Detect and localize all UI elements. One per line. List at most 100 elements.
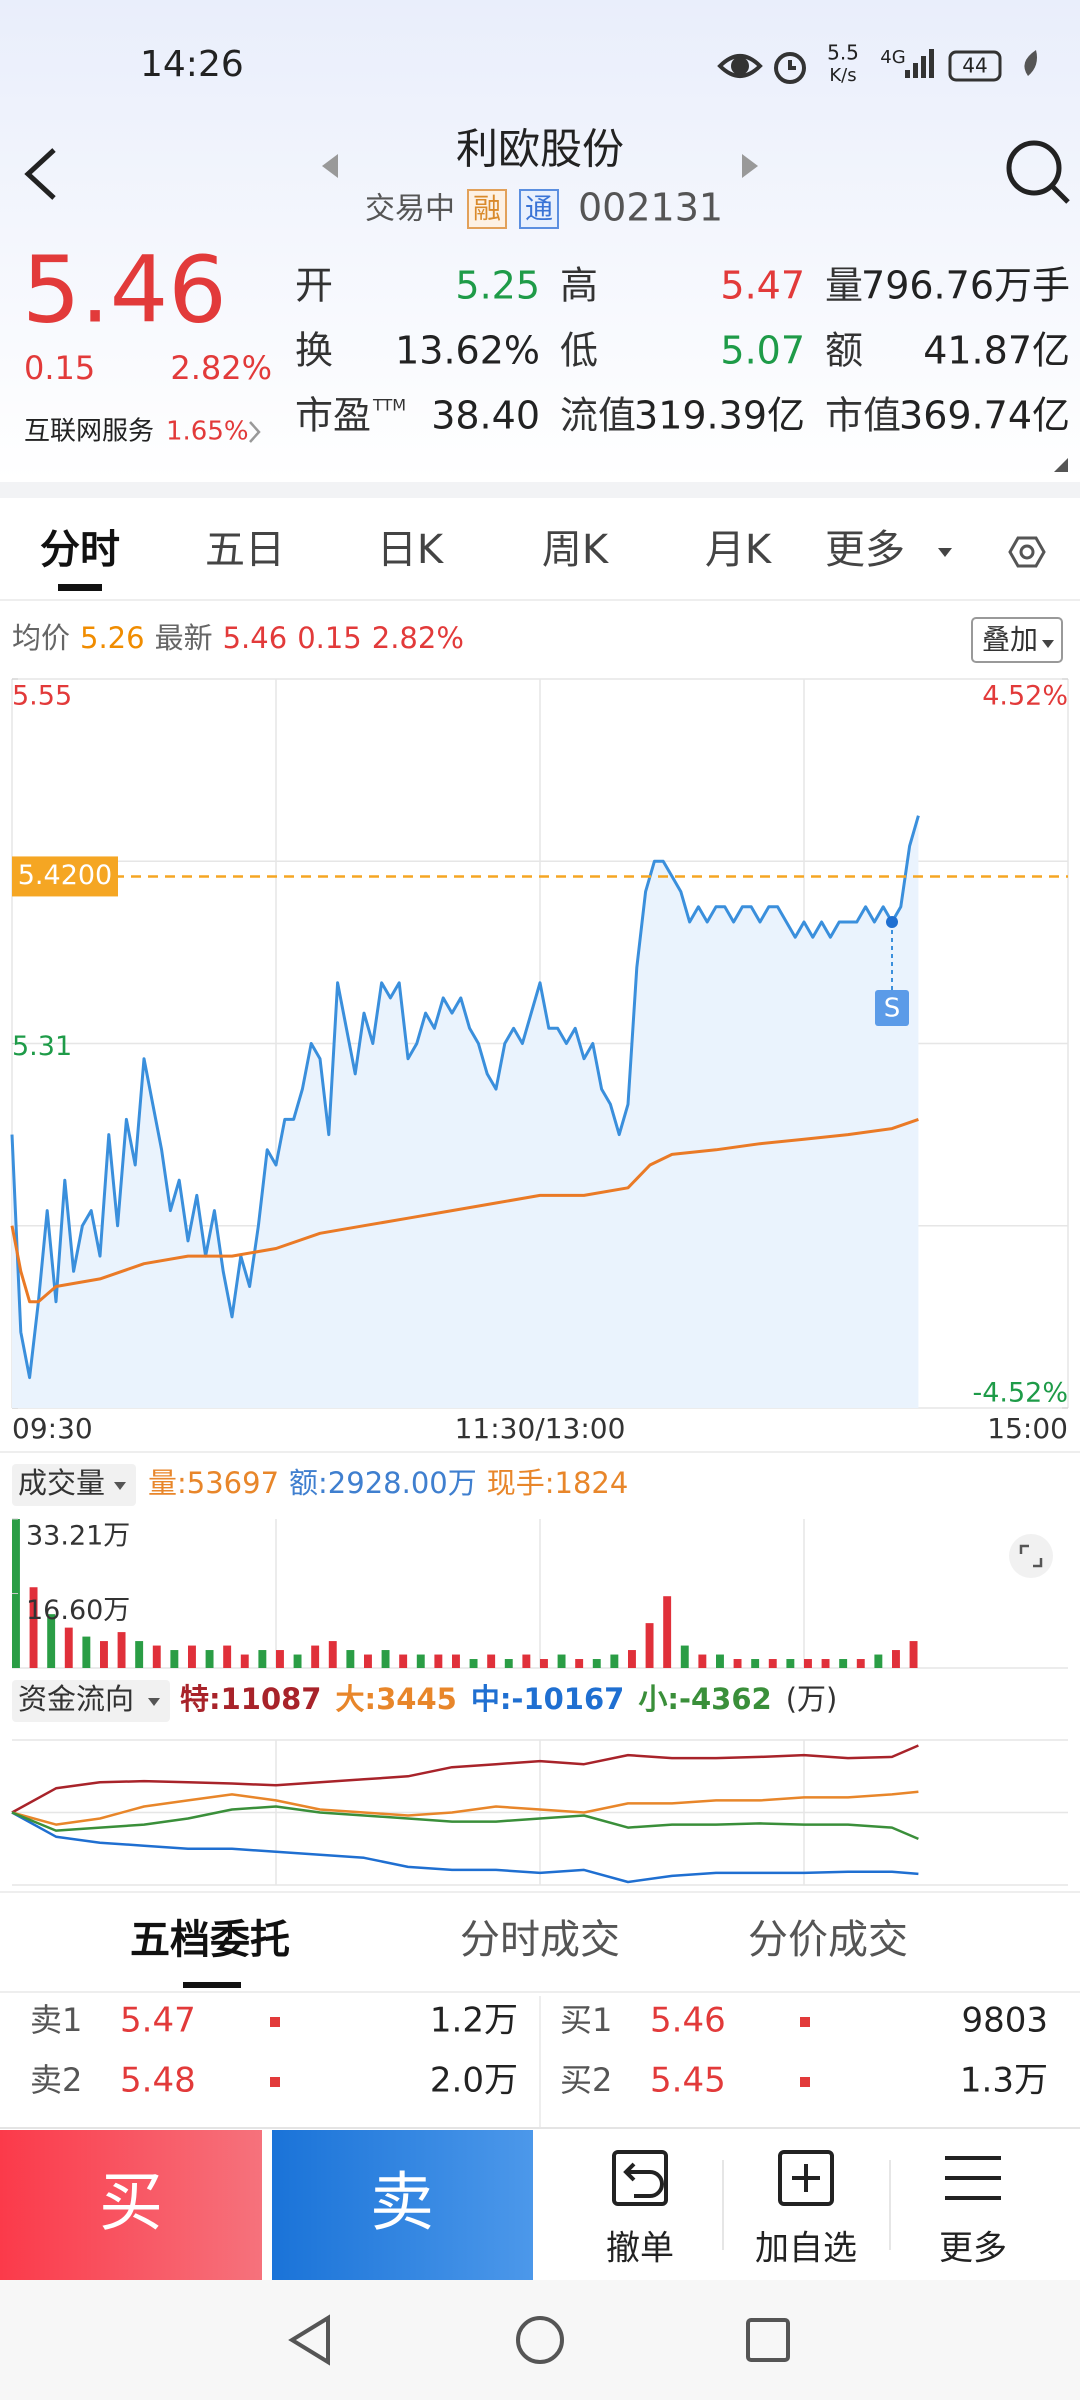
nav-home[interactable] — [516, 2316, 564, 2364]
volume-bar — [804, 1659, 812, 1668]
charts: 均价 5.26 最新 5.46 0.15 2.82% 叠加 09:30 11:30/13:00 1… — [0, 617, 1080, 1893]
price-change-pct: 2.82% — [170, 349, 272, 387]
info-text: 5.26 — [80, 621, 145, 655]
volume-bar — [47, 1614, 56, 1668]
action-label[interactable]: 更多 — [939, 2229, 1007, 2269]
book-tab[interactable]: 分时成交 — [460, 1917, 620, 1963]
book-price: 5.47 — [120, 2001, 196, 2041]
expand-button[interactable] — [1009, 1534, 1053, 1578]
price-change: 0.15 — [24, 349, 95, 387]
next-stock[interactable] — [742, 154, 758, 178]
price-line — [10, 815, 920, 1380]
buy-button[interactable] — [0, 2130, 262, 2280]
stat-value: 41.87亿 — [923, 329, 1070, 373]
chart-tab[interactable]: 日K — [377, 527, 445, 573]
volume-header[interactable]: 成交量 — [18, 1466, 105, 1500]
book-label: 买1 — [560, 2001, 612, 2039]
stat-value: 369.74亿 — [899, 394, 1070, 438]
flow-line — [11, 1811, 919, 1884]
chart-tab[interactable]: 五日 — [205, 527, 285, 573]
chart-tab[interactable]: 更多 — [825, 527, 905, 573]
volume-bar — [628, 1650, 636, 1668]
volume-bar — [64, 1627, 73, 1668]
status-network: 4G — [880, 47, 905, 68]
book-tab[interactable]: 分价成交 — [748, 1917, 908, 1963]
reference-label-box — [12, 856, 118, 897]
nav-back[interactable] — [288, 2314, 330, 2366]
settings-icon — [1008, 536, 1046, 568]
volume-bar — [680, 1645, 689, 1668]
annotation-point — [886, 916, 898, 928]
chart-tab[interactable]: 周K — [542, 527, 610, 573]
stat-value: 13.62% — [395, 329, 540, 373]
status-battery: 44 — [962, 54, 987, 78]
x-tick-label: 15:00 — [987, 1412, 1068, 1445]
info-text: 均价 — [12, 621, 70, 655]
volume-bar — [117, 1632, 126, 1668]
status-time: 14:26 — [140, 44, 244, 85]
y2-tick-label: -4.52% — [972, 1378, 1068, 1409]
chart-tab[interactable]: 分时 — [40, 527, 120, 573]
legend-entry: 特:11087 — [180, 1682, 322, 1716]
top-background — [0, 0, 1080, 482]
sell-button[interactable] — [272, 2130, 533, 2280]
volume-bar — [716, 1654, 724, 1668]
leaf-icon — [1024, 50, 1037, 76]
overlay-label[interactable]: 叠加 — [982, 623, 1038, 656]
nav-recent[interactable] — [746, 2318, 790, 2362]
action-icons — [612, 2150, 1001, 2206]
stat-label: 换 — [295, 329, 333, 373]
volume-bar — [592, 1659, 601, 1668]
book-tab[interactable]: 五档委托 — [130, 1917, 290, 1963]
info-text: 最新 — [155, 621, 213, 655]
expand-corner[interactable] — [1054, 458, 1068, 472]
signal-icon — [905, 49, 934, 78]
volume-bar — [522, 1654, 531, 1668]
search-button[interactable] — [1006, 140, 1070, 204]
stat-label-sup: TTM — [372, 396, 406, 415]
stat-value: 38.40 — [431, 394, 540, 438]
action-label[interactable]: 撤单 — [606, 2229, 674, 2269]
back-button[interactable] — [24, 148, 56, 200]
volume-bar — [258, 1650, 267, 1668]
book-label: 买2 — [560, 2061, 612, 2099]
sector-arrow[interactable] — [249, 421, 261, 443]
avg-line — [10, 1117, 919, 1304]
volume-bar — [575, 1659, 584, 1668]
volume-bar — [821, 1659, 830, 1668]
sector-change: 1.65% — [166, 417, 249, 447]
legend-entry: 小:-4362 — [638, 1682, 771, 1716]
volume-bar — [82, 1636, 91, 1668]
flow-header[interactable]: 资金流向 — [18, 1682, 134, 1716]
buy-label[interactable]: 买 — [99, 2167, 163, 2241]
volume-bar — [135, 1641, 144, 1668]
prev-stock[interactable] — [322, 154, 338, 178]
flow-header-box[interactable] — [12, 1680, 170, 1722]
action-label[interactable]: 加自选 — [755, 2229, 857, 2269]
dropdown-arrow — [114, 1482, 126, 1490]
volume-header-box[interactable] — [12, 1464, 136, 1506]
annotation-label: S — [884, 994, 901, 1024]
dropdown-arrow — [1042, 640, 1054, 648]
sector-name: 互联网服务 — [24, 417, 154, 447]
flow-line — [11, 1805, 919, 1841]
status-icons — [717, 52, 806, 84]
volume-stat: 额:2928.00万 — [289, 1466, 477, 1500]
volume-stat: 量:53697 — [148, 1466, 279, 1500]
info-text: 5.46 — [223, 621, 288, 655]
sell-label[interactable]: 卖 — [370, 2167, 434, 2241]
overlay-button[interactable] — [971, 617, 1063, 663]
volume-bar — [170, 1650, 179, 1668]
chart-tab[interactable]: 月K — [705, 527, 773, 573]
volume-bar — [856, 1659, 865, 1668]
book-volume: 1.3万 — [960, 2061, 1048, 2101]
stat-label: 量 — [825, 264, 863, 308]
volume-bar — [698, 1654, 707, 1668]
volume-bar — [504, 1659, 513, 1668]
volume-bar — [557, 1654, 566, 1668]
volume-bar — [29, 1587, 38, 1668]
separator — [0, 482, 1080, 498]
price-line-area — [12, 815, 919, 1408]
badge-box — [467, 189, 507, 229]
